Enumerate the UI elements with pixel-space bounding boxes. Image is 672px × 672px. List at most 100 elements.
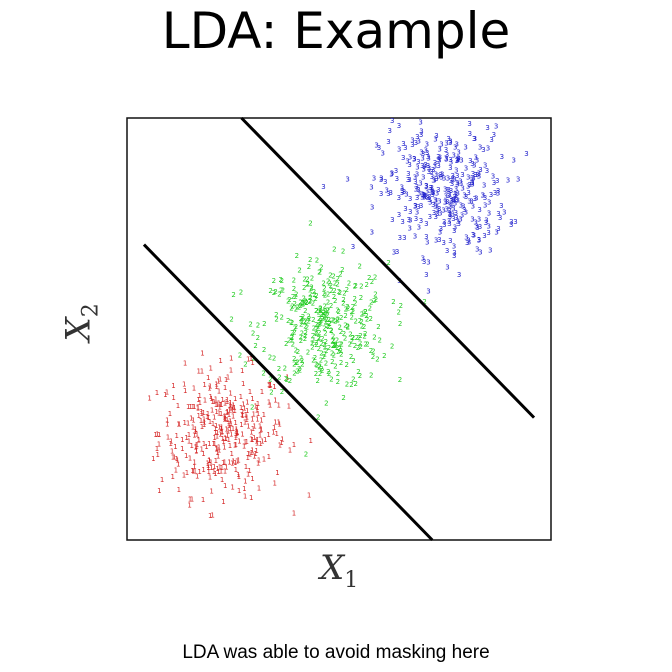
data-point: 2 bbox=[357, 334, 361, 342]
data-point: 3 bbox=[413, 178, 417, 186]
data-point: 2 bbox=[294, 323, 298, 331]
data-point: 2 bbox=[293, 325, 297, 333]
data-point: 1 bbox=[240, 430, 244, 438]
data-point: 1 bbox=[208, 382, 212, 390]
data-point: 1 bbox=[220, 476, 224, 484]
data-point: 3 bbox=[434, 213, 438, 221]
data-point: 1 bbox=[214, 383, 218, 391]
data-point: 2 bbox=[317, 345, 321, 353]
data-point: 2 bbox=[229, 316, 233, 324]
data-point: 1 bbox=[275, 469, 279, 477]
data-point: 1 bbox=[230, 450, 234, 458]
data-point: 1 bbox=[221, 435, 225, 443]
data-point: 2 bbox=[295, 252, 299, 260]
data-point: 3 bbox=[464, 234, 468, 242]
data-point: 1 bbox=[240, 412, 244, 420]
data-point: 3 bbox=[470, 179, 474, 187]
data-point: 3 bbox=[454, 214, 458, 222]
data-point: 1 bbox=[214, 408, 218, 416]
data-point: 3 bbox=[451, 211, 455, 219]
data-point: 1 bbox=[213, 470, 217, 478]
data-point: 1 bbox=[195, 441, 199, 449]
data-point: 1 bbox=[171, 394, 175, 402]
data-point: 1 bbox=[279, 439, 283, 447]
data-point: 1 bbox=[230, 406, 234, 414]
data-point: 3 bbox=[487, 199, 491, 207]
data-point: 1 bbox=[196, 396, 200, 404]
data-point: 2 bbox=[315, 325, 319, 333]
data-point: 3 bbox=[402, 234, 406, 242]
data-point: 3 bbox=[447, 201, 451, 209]
data-point: 2 bbox=[317, 321, 321, 329]
data-point: 2 bbox=[319, 264, 323, 272]
data-point: 2 bbox=[329, 327, 333, 335]
data-point: 1 bbox=[245, 413, 249, 421]
data-point: 2 bbox=[332, 287, 336, 295]
data-point: 2 bbox=[349, 381, 353, 389]
data-point: 2 bbox=[322, 284, 326, 292]
data-point: 1 bbox=[228, 425, 232, 433]
data-point: 2 bbox=[324, 316, 328, 324]
data-point: 2 bbox=[376, 323, 380, 331]
data-point: 3 bbox=[418, 180, 422, 188]
data-point: 3 bbox=[467, 120, 471, 128]
data-point: 2 bbox=[338, 289, 342, 297]
data-point: 2 bbox=[344, 306, 348, 314]
data-point: 3 bbox=[419, 131, 423, 139]
data-point: 3 bbox=[487, 210, 491, 218]
data-point: 3 bbox=[416, 158, 420, 166]
data-point: 1 bbox=[169, 440, 173, 448]
data-point: 2 bbox=[299, 320, 303, 328]
data-point: 3 bbox=[434, 197, 438, 205]
data-point: 3 bbox=[496, 187, 500, 195]
data-point: 3 bbox=[447, 190, 451, 198]
data-point: 3 bbox=[435, 207, 439, 215]
data-point: 3 bbox=[394, 167, 398, 175]
data-point: 1 bbox=[268, 381, 272, 389]
slide-title: LDA: Example bbox=[161, 2, 511, 60]
data-point: 1 bbox=[225, 416, 229, 424]
data-point: 3 bbox=[462, 192, 466, 200]
data-point: 1 bbox=[233, 441, 237, 449]
data-point: 1 bbox=[266, 431, 270, 439]
data-point: 2 bbox=[350, 334, 354, 342]
data-point: 2 bbox=[313, 354, 317, 362]
data-point: 2 bbox=[314, 339, 318, 347]
data-point: 1 bbox=[223, 384, 227, 392]
data-point: 2 bbox=[327, 344, 331, 352]
data-point: 2 bbox=[309, 285, 313, 293]
data-point: 2 bbox=[327, 320, 331, 328]
data-point: 2 bbox=[304, 450, 308, 458]
data-point: 1 bbox=[155, 445, 159, 453]
data-point: 2 bbox=[302, 318, 306, 326]
data-point: 2 bbox=[335, 281, 339, 289]
data-point: 1 bbox=[213, 425, 217, 433]
data-point: 3 bbox=[408, 225, 412, 233]
data-point: 2 bbox=[302, 295, 306, 303]
data-point: 3 bbox=[426, 153, 430, 161]
data-point: 1 bbox=[257, 485, 261, 493]
data-point: 1 bbox=[221, 459, 225, 467]
data-point: 1 bbox=[249, 355, 253, 363]
data-point: 3 bbox=[474, 195, 478, 203]
data-point: 2 bbox=[359, 294, 363, 302]
data-point: 3 bbox=[435, 203, 439, 211]
data-point: 2 bbox=[311, 356, 315, 364]
data-point: 3 bbox=[466, 183, 470, 191]
data-point: 1 bbox=[242, 443, 246, 451]
data-point: 1 bbox=[196, 404, 200, 412]
data-point: 2 bbox=[272, 277, 276, 285]
data-point: 2 bbox=[326, 323, 330, 331]
data-point: 3 bbox=[453, 200, 457, 208]
data-point: 1 bbox=[166, 433, 170, 441]
data-point: 2 bbox=[330, 349, 334, 357]
data-point: 1 bbox=[200, 349, 204, 357]
data-point: 1 bbox=[171, 382, 175, 390]
data-point: 1 bbox=[260, 438, 264, 446]
data-point: 2 bbox=[310, 340, 314, 348]
points-layer: 1111111111111111111111111111111111111111… bbox=[147, 117, 528, 520]
data-point: 1 bbox=[252, 410, 256, 418]
data-point: 3 bbox=[433, 136, 437, 144]
data-point: 2 bbox=[333, 363, 337, 371]
data-point: 1 bbox=[212, 463, 216, 471]
